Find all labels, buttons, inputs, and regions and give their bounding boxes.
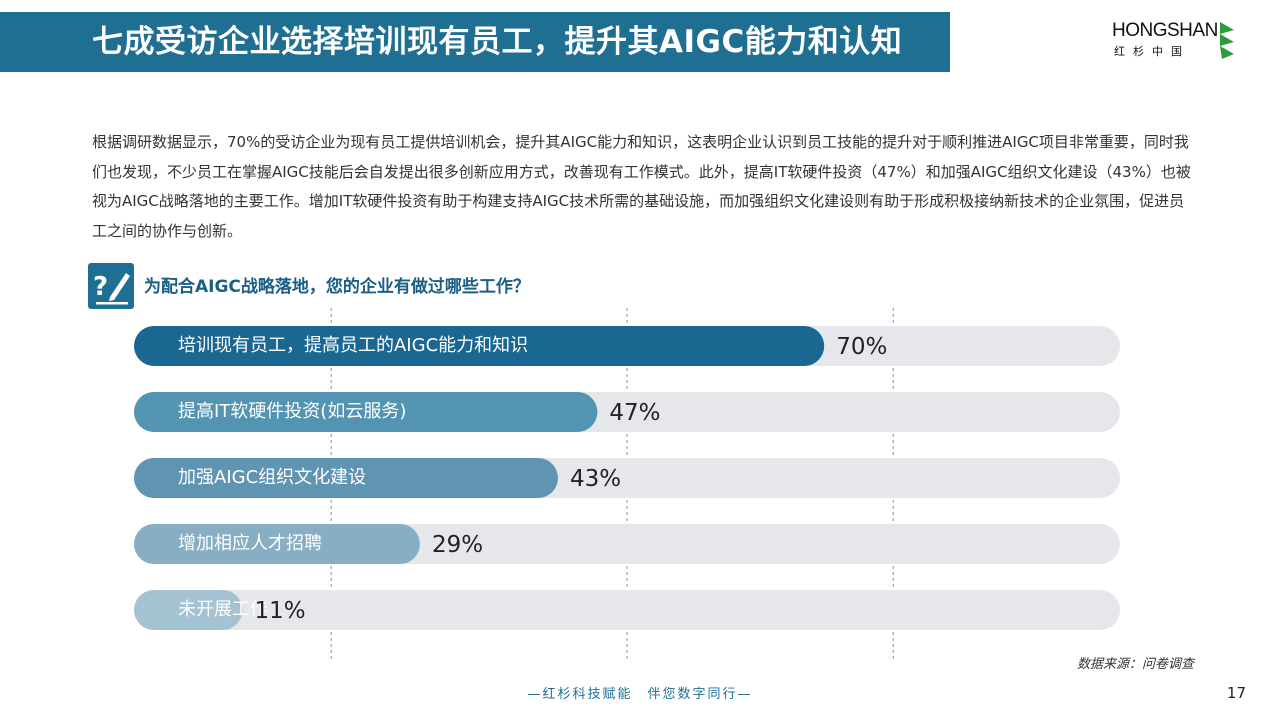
page-number: 17 bbox=[1226, 684, 1246, 702]
bar-category-label-2: 加强AIGC组织文化建设 bbox=[178, 467, 367, 488]
bar-category-label-0: 培训现有员工，提高员工的AIGC能力和知识 bbox=[178, 335, 529, 356]
footer-slogan: —红杉科技赋能 伴您数字同行— bbox=[527, 687, 753, 702]
title-band bbox=[0, 12, 950, 72]
survey-question: 为配合AIGC战略落地，您的企业有做过哪些工作？ bbox=[144, 277, 530, 297]
bar-category-label-4: 未开展工作 bbox=[178, 599, 268, 620]
hongshan-logo: HONGSHAN 红杉中国 bbox=[1112, 18, 1242, 62]
bar-value-label-1: 47% bbox=[609, 400, 661, 426]
bar-value-label-0: 70% bbox=[836, 334, 888, 360]
data-source: 数据来源：问卷调查 bbox=[1076, 657, 1194, 672]
logo-name-cn: 红杉中国 bbox=[1114, 45, 1190, 58]
svg-text:?: ? bbox=[93, 272, 108, 302]
sequoia-leaf-icon bbox=[1220, 22, 1234, 59]
bar-category-label-3: 增加相应人才招聘 bbox=[178, 533, 322, 554]
question-pencil-icon: ? bbox=[88, 263, 134, 309]
bar-value-label-4: 11% bbox=[254, 598, 306, 624]
intro-paragraph: 根据调研数据显示，70%的受访企业为现有员工提供培训机会，提升其AIGC能力和知… bbox=[92, 133, 1191, 240]
page-title: 七成受访企业选择培训现有员工，提升其AIGC能力和认知 bbox=[92, 24, 903, 60]
bar-value-label-2: 43% bbox=[569, 466, 622, 492]
bar-value-label-3: 29% bbox=[431, 532, 484, 558]
logo-name-en: HONGSHAN bbox=[1112, 20, 1218, 41]
bar-category-label-1: 提高IT软硬件投资(如云服务) bbox=[178, 401, 407, 422]
